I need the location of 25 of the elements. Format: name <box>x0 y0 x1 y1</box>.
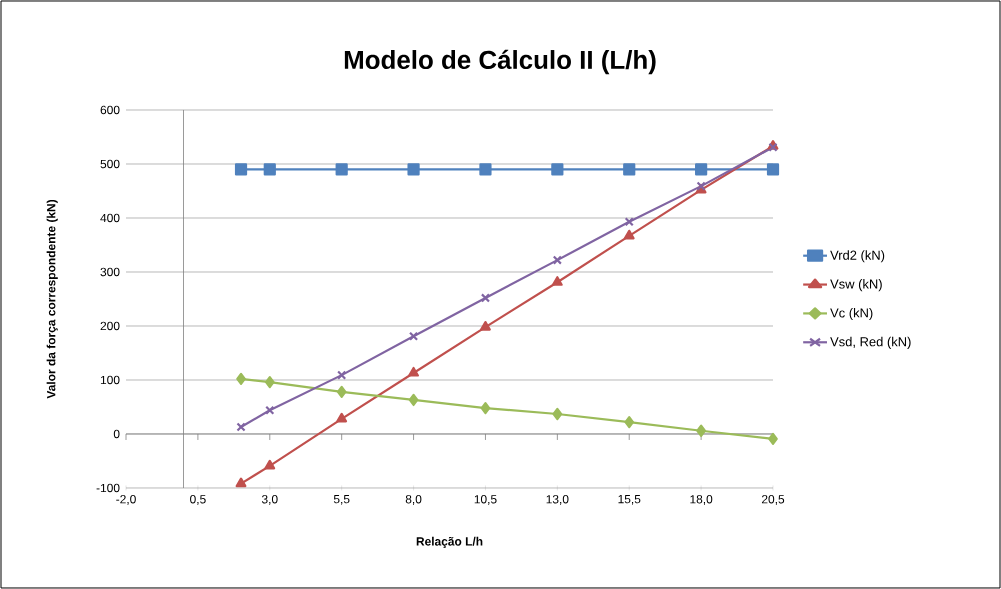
x-tick-label: 20,5 <box>761 495 785 505</box>
y-tick-label: 300 <box>100 267 120 277</box>
x-tick-label: -2,0 <box>116 495 136 505</box>
x-tick-label: 18,0 <box>690 495 713 505</box>
legend-label: Vrd2 (kN) <box>830 250 885 263</box>
chart-title: Modelo de Cálculo II (L/h) <box>344 49 656 75</box>
x-tick-label: 10,5 <box>474 495 497 505</box>
y-tick-label: 0 <box>113 429 120 439</box>
y-tick-label: 500 <box>100 159 120 169</box>
y-tick-label: 100 <box>100 375 120 385</box>
x-tick-label: 8,0 <box>405 495 422 505</box>
legend-label: Vsd, Red (kN) <box>830 336 911 349</box>
y-tick-label: 600 <box>100 105 120 115</box>
y-tick-label: -100 <box>96 483 120 493</box>
legend-label: Vc (kN) <box>830 307 873 321</box>
y-axis-title: Valor da força correspondente (kN) <box>46 199 58 399</box>
legend-label: Vsw (kN) <box>830 279 882 292</box>
x-tick-label: 5,5 <box>333 495 350 505</box>
x-axis-title: Relação L/h <box>416 536 483 549</box>
x-tick-label: 3,0 <box>261 495 278 505</box>
y-tick-label: 400 <box>100 213 120 223</box>
x-tick-label: 0,5 <box>190 495 206 505</box>
x-tick-label: 13,0 <box>546 495 569 505</box>
y-tick-label: 200 <box>100 321 120 331</box>
x-tick-label: 15,5 <box>618 495 641 505</box>
